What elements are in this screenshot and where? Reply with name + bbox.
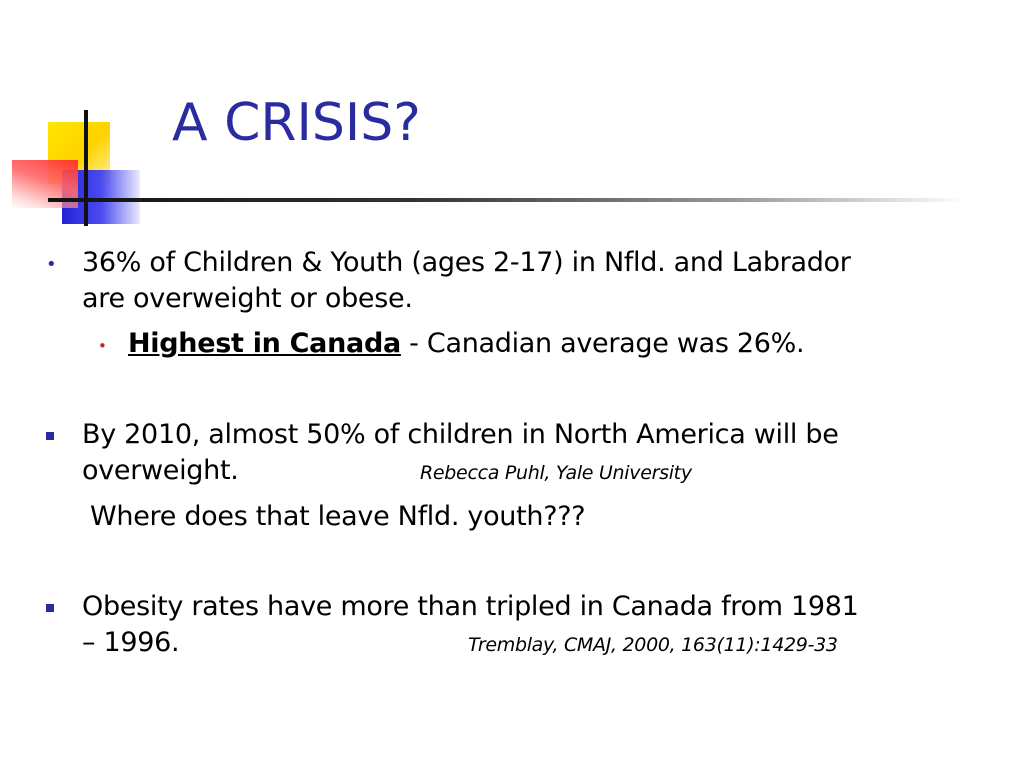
bullet-text-line: – 1996. <box>82 627 180 658</box>
sub-bullet-rest-text: - Canadian average was 26%. <box>400 328 805 359</box>
decorative-vertical-line <box>84 110 88 226</box>
citation-text: Tremblay, CMAJ, 2000, 163(11):1429-33 <box>468 634 838 656</box>
bullet-text-line: 36% of Children & Youth (ages 2-17) in N… <box>82 247 851 278</box>
followup-question-text: Where does that leave Nfld. youth??? <box>90 501 586 532</box>
bullet-text-line: overweight. <box>82 455 239 486</box>
bullet-dot-icon: • <box>46 254 57 275</box>
sub-bullet-dot-icon: • <box>98 337 107 355</box>
bullet-text-line: Obesity rates have more than tripled in … <box>82 591 859 622</box>
slide-title: A CRISIS? <box>172 93 421 153</box>
square-bullet-icon <box>46 432 54 440</box>
bullet-text-line: By 2010, almost 50% of children in North… <box>82 419 839 450</box>
bullet-text-line: are overweight or obese. <box>82 283 413 314</box>
emphasis-text: Highest in Canada <box>128 328 401 359</box>
title-underline-rule <box>48 198 968 202</box>
square-bullet-icon <box>46 604 54 612</box>
citation-text: Rebecca Puhl, Yale University <box>420 462 692 484</box>
sub-bullet-text: Highest in Canada - Canadian average was… <box>128 327 805 361</box>
